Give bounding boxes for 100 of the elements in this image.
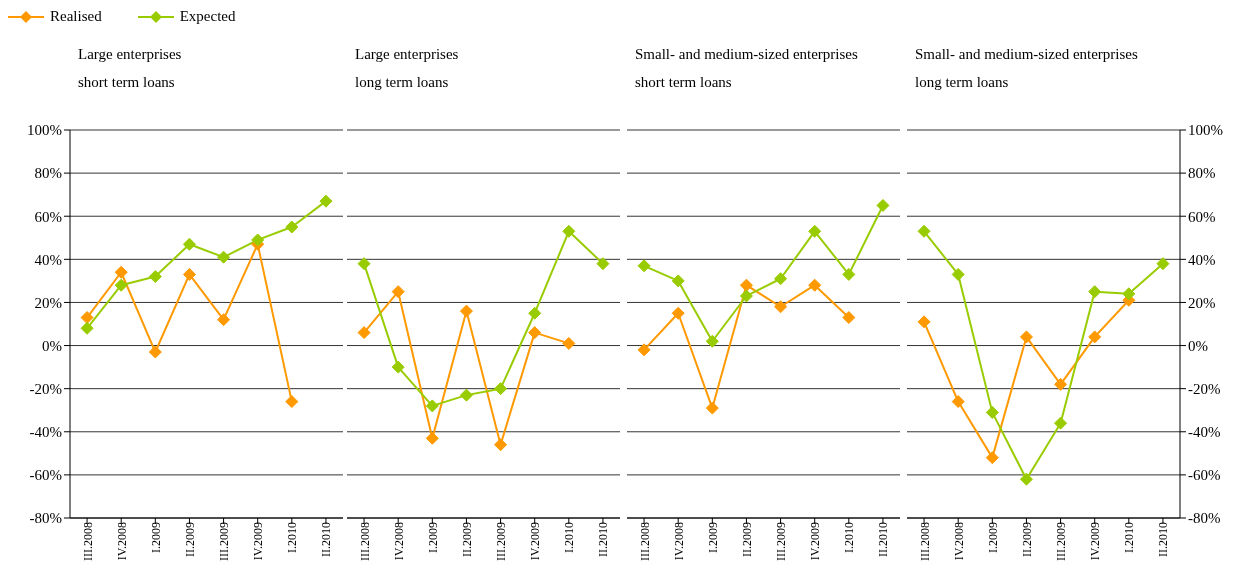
point: [774, 272, 788, 286]
chart-title: Small- and medium-sized enterprises long term loans: [915, 45, 1138, 92]
chart-title: Large enterprises short term loans: [78, 45, 182, 92]
x-tick-label: III.2009: [217, 522, 232, 561]
point: [285, 220, 299, 234]
chart-title: Small- and medium-sized enterprises short term loans: [635, 45, 858, 92]
point: [671, 274, 685, 288]
point: [1054, 377, 1068, 391]
legend-label: Expected: [179, 8, 236, 25]
point: [951, 267, 965, 281]
x-tick-label: I.2009: [705, 522, 720, 553]
y-tick-label: -80%: [29, 510, 62, 527]
point: [217, 313, 231, 327]
point: [1054, 416, 1068, 430]
y-tick-label: 40%: [1188, 251, 1216, 268]
point: [985, 451, 999, 465]
point: [671, 306, 685, 320]
point: [637, 259, 651, 273]
point: [774, 300, 788, 314]
point: [251, 233, 265, 247]
y-tick-label: 100%: [27, 122, 62, 139]
y-tick-label: 20%: [1188, 294, 1216, 311]
x-tick-label: II.2009: [182, 522, 197, 557]
point: [80, 321, 94, 335]
point: [596, 257, 610, 271]
x-tick-label: III.2008: [80, 522, 95, 561]
x-tick-label: II.2010: [1156, 522, 1171, 557]
y-tick-label: -20%: [1188, 380, 1221, 397]
x-tick-label: I.2010: [285, 522, 300, 553]
point: [1088, 330, 1102, 344]
point: [459, 388, 473, 402]
y-tick-label: -80%: [1188, 510, 1221, 527]
point: [637, 343, 651, 357]
x-tick-label: II.2010: [876, 522, 891, 557]
x-tick-label: II.2009: [459, 522, 474, 557]
point: [459, 304, 473, 318]
point: [148, 345, 162, 359]
point: [319, 194, 333, 208]
point: [1019, 330, 1033, 344]
x-tick-label: IV.2009: [528, 522, 543, 561]
x-tick-label: III.2009: [494, 522, 509, 561]
x-tick-label: IV.2009: [251, 522, 266, 561]
x-tick-label: II.2010: [319, 522, 334, 557]
x-tick-label: I.2009: [148, 522, 163, 553]
point: [917, 315, 931, 329]
y-tick-label: -40%: [29, 424, 62, 441]
point: [114, 265, 128, 279]
y-tick-label: 20%: [34, 294, 62, 311]
y-tick-label: 80%: [34, 165, 62, 182]
y-tick-label: 0%: [1188, 337, 1208, 354]
point: [951, 395, 965, 409]
point: [705, 401, 719, 415]
x-tick-label: III.2008: [357, 522, 372, 561]
point: [1019, 472, 1033, 486]
x-tick-label: III.2009: [774, 522, 789, 561]
point: [1156, 257, 1170, 271]
point: [705, 334, 719, 348]
point: [80, 311, 94, 325]
y-tick-label: 100%: [1188, 122, 1223, 139]
point: [562, 224, 576, 238]
x-tick-label: II.2009: [739, 522, 754, 557]
point: [842, 311, 856, 325]
point: [1088, 285, 1102, 299]
legend-label: Realised: [50, 8, 102, 25]
point: [739, 278, 753, 292]
point: [876, 198, 890, 212]
point: [357, 326, 371, 340]
x-tick-label: IV.2008: [114, 522, 129, 561]
x-tick-label: IV.2008: [391, 522, 406, 561]
x-tick-label: III.2008: [637, 522, 652, 561]
point: [391, 285, 405, 299]
point: [425, 399, 439, 413]
y-tick-label: 80%: [1188, 165, 1216, 182]
x-tick-label: IV.2009: [808, 522, 823, 561]
y-tick-label: 60%: [1188, 208, 1216, 225]
x-tick-label: I.2010: [842, 522, 857, 553]
point: [114, 278, 128, 292]
point: [217, 250, 231, 264]
point: [285, 395, 299, 409]
x-tick-label: I.2010: [562, 522, 577, 553]
chart-title: Large enterprises long term loans: [355, 45, 459, 92]
point: [528, 306, 542, 320]
x-tick-label: I.2010: [1122, 522, 1137, 553]
x-tick-label: II.2009: [1019, 522, 1034, 557]
y-tick-label: -40%: [1188, 424, 1221, 441]
y-tick-label: 0%: [42, 337, 62, 354]
point: [182, 267, 196, 281]
y-tick-label: 40%: [34, 251, 62, 268]
point: [494, 438, 508, 452]
x-tick-label: IV.2008: [951, 522, 966, 561]
point: [148, 270, 162, 284]
point: [182, 237, 196, 251]
x-tick-label: III.2008: [917, 522, 932, 561]
y-tick-label: -60%: [1188, 467, 1221, 484]
point: [357, 257, 371, 271]
point: [985, 405, 999, 419]
point: [917, 224, 931, 238]
x-tick-label: IV.2009: [1088, 522, 1103, 561]
x-tick-label: III.2009: [1054, 522, 1069, 561]
x-tick-label: IV.2008: [671, 522, 686, 561]
